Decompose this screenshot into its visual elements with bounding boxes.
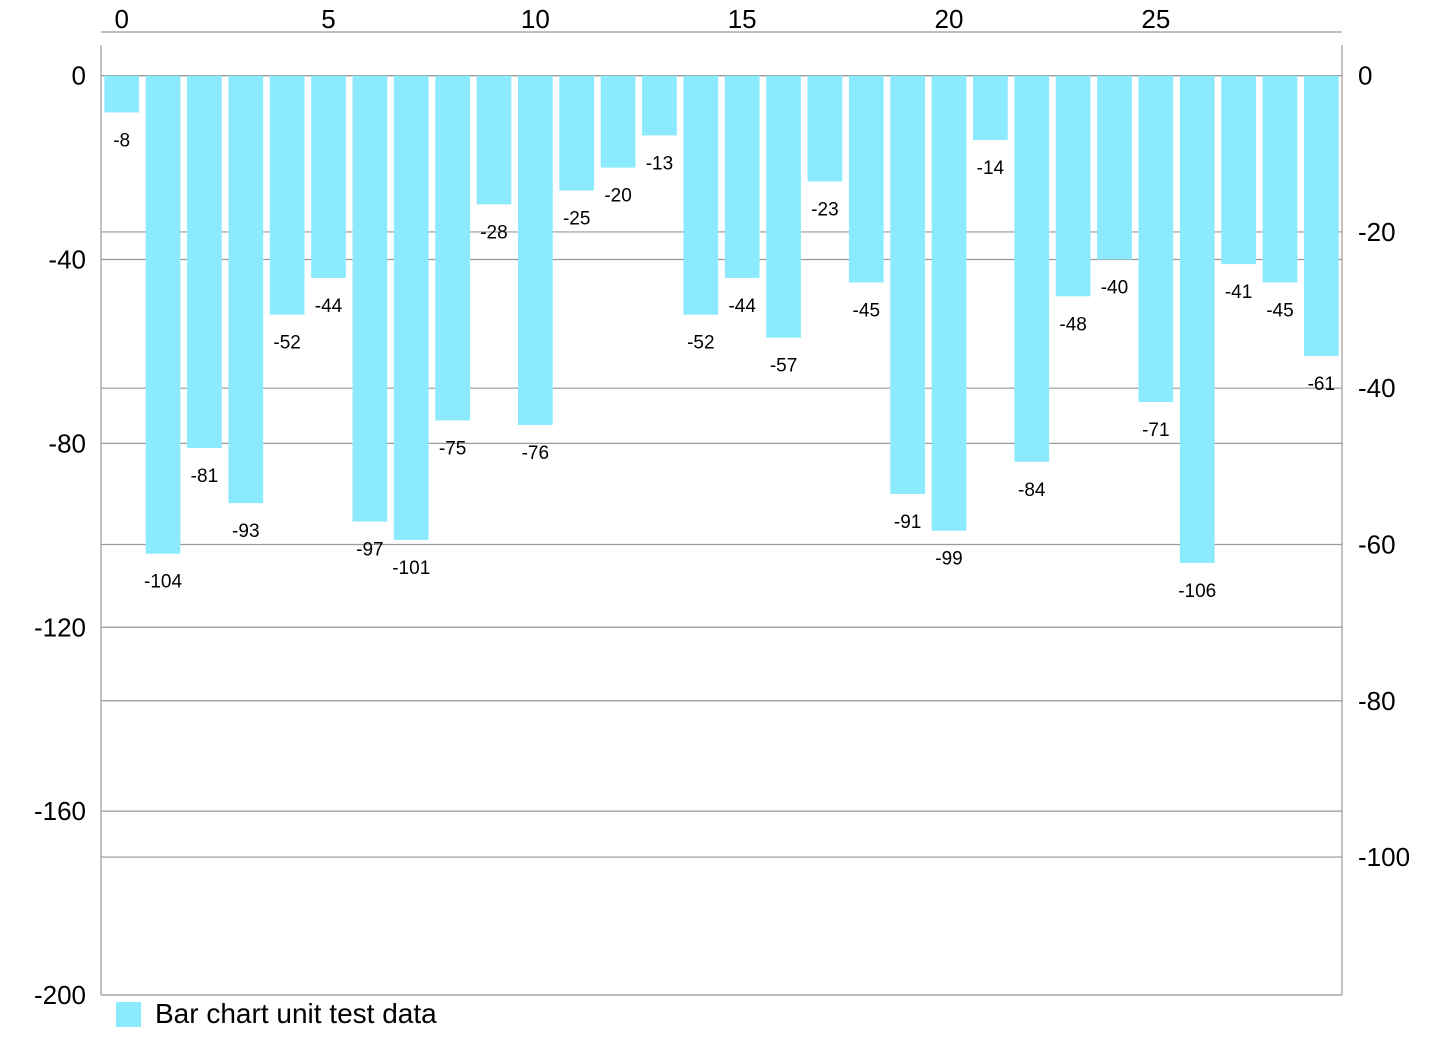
y-right-tick-label: 0 [1358,61,1372,91]
bar-value-label: -41 [1225,282,1252,303]
bar-value-label: -48 [1059,314,1086,335]
labels-layer: -8 -104 -81 -93 -52 -44 -97 -101 -75 -28 -76 -25 -20… [113,130,1335,601]
bar-value-label: -23 [811,199,838,220]
legend: Bar chart unit test data [116,998,437,1030]
bar [848,75,884,283]
y-left-tick-label: 0 [72,61,86,91]
bar [1138,75,1174,403]
y-right-tick-label: -100 [1358,842,1410,872]
bar [766,75,801,338]
bar-value-label: -75 [439,438,466,459]
bar [187,75,222,448]
bar [1055,75,1091,297]
bar [931,75,967,531]
bar [228,75,264,504]
y-left-tick-label: -40 [48,245,86,275]
bar-value-label: -40 [1101,278,1128,299]
x-tick-label: 15 [728,4,757,34]
bar [1221,75,1256,265]
bar-value-label: -45 [1266,301,1293,322]
y-right-tick-label: -40 [1358,373,1396,403]
bar [1262,75,1298,283]
bar [807,75,843,182]
bar-value-label: -93 [232,521,259,542]
y-left-tick-label: -200 [34,980,86,1010]
y-left-tick-label: -120 [34,612,86,642]
bar [1014,75,1050,462]
bar [1303,75,1339,357]
bar [683,75,719,315]
bar-value-label: -28 [480,222,507,243]
bar-value-label: -52 [687,333,714,354]
x-tick-label: 10 [521,4,550,34]
bar [352,75,388,522]
y-right-tick-label: -20 [1358,217,1396,247]
bar [973,75,1008,141]
bar-value-label: -71 [1142,420,1169,441]
bar [600,75,636,168]
bar-value-label: -8 [113,130,130,151]
bar [269,75,305,315]
bar-value-label: -91 [894,512,921,533]
y-left-tick-label: -160 [34,796,86,826]
x-tick-label: 5 [321,4,335,34]
bar [1097,75,1132,260]
bar-value-label: -106 [1178,581,1216,602]
bars-layer [104,75,1339,563]
bar-value-label: -13 [646,153,673,174]
y-right-tick-label: -80 [1358,686,1396,716]
bar-value-label: -45 [853,301,880,322]
y-left-tick-label: -80 [48,428,86,458]
bar [145,75,181,554]
bar-value-label: -76 [522,443,549,464]
bar-value-label: -84 [1018,480,1046,501]
bar-value-label: -61 [1308,374,1335,395]
axis-layer: 0 -40 -80 -120 -160 -200 0 -20 -40 -60 -80 -100 0 5 10… [34,4,1410,1010]
bar-value-label: -52 [273,333,300,354]
legend-swatch [116,1001,141,1027]
bar [311,75,346,278]
bar-value-label: -97 [356,540,383,561]
bar [1179,75,1215,563]
bar [517,75,553,426]
bar [435,75,470,421]
bar [104,75,140,113]
bar-value-label: -101 [392,558,430,579]
legend-label: Bar chart unit test data [155,998,437,1029]
bar [642,75,677,136]
bar-value-label: -57 [770,356,797,377]
x-tick-label: 20 [935,4,964,34]
bar [476,75,512,205]
bar [393,75,429,540]
bar-value-label: -25 [563,209,590,230]
bar-value-label: -20 [604,186,631,207]
bar-value-label: -44 [315,296,343,317]
x-tick-label: 25 [1141,4,1170,34]
x-tick-label: 0 [114,4,128,34]
bar-value-label: -81 [191,466,218,487]
bar-value-label: -104 [144,572,182,593]
bar-value-label: -44 [728,296,756,317]
bar-value-label: -14 [977,158,1005,179]
bar [890,75,926,494]
grid-layer [101,75,1342,858]
y-right-tick-label: -60 [1358,529,1396,559]
bar-value-label: -99 [935,549,962,570]
bar [724,75,760,278]
bar [559,75,595,191]
